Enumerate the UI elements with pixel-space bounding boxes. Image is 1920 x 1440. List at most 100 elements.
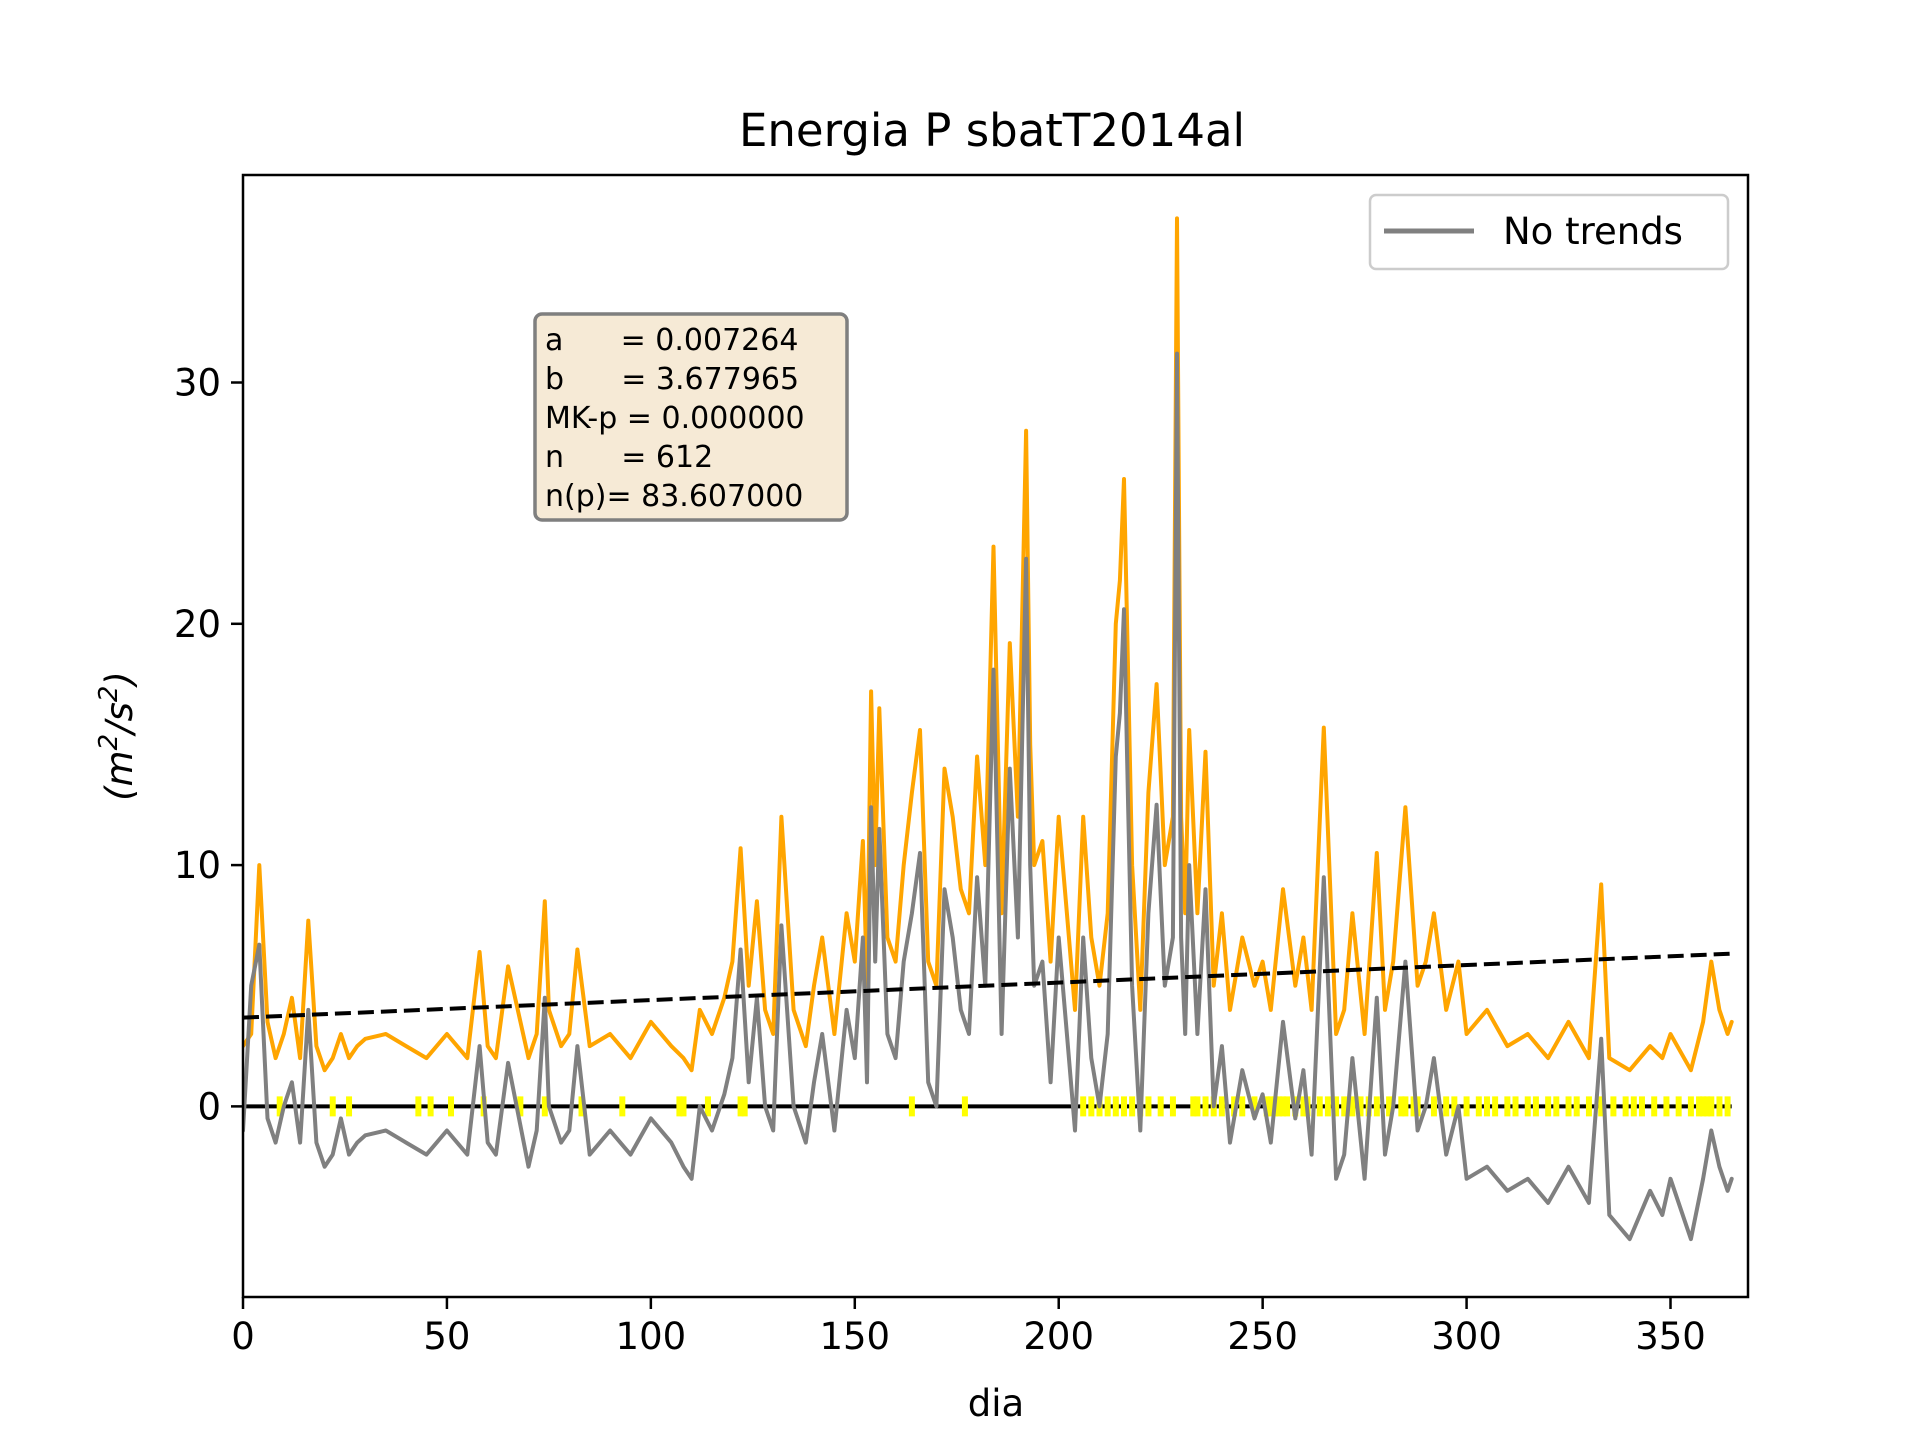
marker xyxy=(1251,1096,1258,1117)
marker xyxy=(1410,1096,1417,1117)
stats-line-mk-p: MK-p = 0.000000 xyxy=(545,401,805,436)
marker xyxy=(908,1096,915,1117)
marker xyxy=(415,1096,422,1117)
x-tick-label: 250 xyxy=(1227,1315,1298,1358)
marker xyxy=(1598,1096,1605,1117)
marker xyxy=(1475,1096,1482,1117)
marker xyxy=(1402,1096,1409,1117)
marker xyxy=(1565,1096,1572,1117)
marker xyxy=(448,1096,455,1117)
marker xyxy=(741,1096,748,1117)
marker xyxy=(1512,1096,1519,1117)
marker xyxy=(1708,1096,1715,1117)
marker xyxy=(1492,1096,1499,1117)
marker xyxy=(1585,1096,1592,1117)
marker xyxy=(1129,1096,1136,1117)
x-tick-label: 50 xyxy=(423,1315,470,1358)
marker xyxy=(1553,1096,1560,1117)
stats-line-np: n(p)= 83.607000 xyxy=(545,479,803,514)
y-tick-label: 20 xyxy=(174,603,221,646)
legend-frame xyxy=(1368,193,1730,271)
stats-line-a: a = 0.007264 xyxy=(545,323,798,358)
marker xyxy=(1120,1096,1127,1117)
legend: No trends xyxy=(1368,193,1730,271)
marker xyxy=(619,1096,626,1117)
marker xyxy=(1622,1096,1629,1117)
marker xyxy=(1202,1096,1209,1117)
x-tick-label: 0 xyxy=(231,1315,255,1358)
marker xyxy=(1724,1096,1731,1117)
marker xyxy=(1483,1096,1490,1117)
marker xyxy=(1700,1096,1707,1117)
marker xyxy=(346,1096,353,1117)
legend-label-no-trends: No trends xyxy=(1503,210,1683,253)
marker xyxy=(1080,1096,1087,1117)
marker xyxy=(541,1096,548,1117)
marker xyxy=(1651,1096,1658,1117)
marker xyxy=(1088,1096,1095,1117)
marker xyxy=(1545,1096,1552,1117)
x-axis-label: dia xyxy=(968,1382,1024,1425)
marker xyxy=(1451,1096,1458,1117)
marker xyxy=(1333,1096,1340,1117)
y-axis-label-sup2: 2 xyxy=(94,686,124,703)
marker xyxy=(517,1096,524,1117)
marker xyxy=(1157,1096,1164,1117)
series-layer xyxy=(243,216,1734,1242)
plot-area xyxy=(241,173,1750,1299)
marker xyxy=(704,1096,711,1117)
marker xyxy=(676,1096,683,1117)
marker xyxy=(1280,1096,1287,1117)
y-axis: 0 10 20 30 xyxy=(174,362,243,1128)
x-tick-label: 200 xyxy=(1023,1315,1094,1358)
marker xyxy=(1324,1096,1331,1117)
marker xyxy=(1663,1096,1670,1117)
marker xyxy=(1316,1096,1323,1117)
marker xyxy=(1687,1096,1694,1117)
marker xyxy=(1463,1096,1470,1117)
plot-frame xyxy=(241,173,1750,1299)
y-axis-label-mid: /s xyxy=(98,702,141,737)
marker xyxy=(1524,1096,1531,1117)
marker xyxy=(1638,1096,1645,1117)
marker xyxy=(1716,1096,1723,1117)
stats-box: a = 0.007264 b = 3.677965 MK-p = 0.00000… xyxy=(533,312,849,522)
y-axis-label: (m2/s2) xyxy=(94,671,141,801)
marker xyxy=(1145,1096,1152,1117)
x-tick-label: 350 xyxy=(1635,1315,1706,1358)
marker xyxy=(1190,1096,1197,1117)
marker xyxy=(1349,1096,1356,1117)
marker xyxy=(276,1096,283,1117)
marker xyxy=(961,1096,968,1117)
marker xyxy=(1267,1096,1274,1117)
marker xyxy=(329,1096,336,1117)
y-axis-label-sup1: 2 xyxy=(94,734,124,751)
marker xyxy=(1443,1096,1450,1117)
marker xyxy=(578,1096,585,1117)
stats-line-n: n = 612 xyxy=(545,440,713,475)
y-axis-label-close: ) xyxy=(98,671,141,688)
marker xyxy=(1112,1096,1119,1117)
marker xyxy=(1231,1096,1238,1117)
series-line-energy xyxy=(243,216,1734,1073)
marker xyxy=(1239,1096,1246,1117)
marker xyxy=(1610,1096,1617,1117)
marker xyxy=(1275,1096,1282,1117)
marker xyxy=(680,1096,687,1117)
marker xyxy=(737,1096,744,1117)
marker xyxy=(1300,1096,1307,1117)
marker xyxy=(1373,1096,1380,1117)
y-tick-label: 0 xyxy=(197,1085,221,1128)
stats-box-frame xyxy=(533,312,849,522)
marker xyxy=(1194,1096,1201,1117)
chart-title: Energia P sbatT2014al xyxy=(739,104,1245,157)
x-tick-label: 300 xyxy=(1431,1315,1502,1358)
series-line-no-trends xyxy=(243,351,1734,1242)
trend-line xyxy=(243,951,1732,1020)
stats-line-b: b = 3.677965 xyxy=(545,362,799,397)
marker xyxy=(1504,1096,1511,1117)
marker xyxy=(1169,1096,1176,1117)
marker xyxy=(1532,1096,1539,1117)
marker xyxy=(1104,1096,1111,1117)
